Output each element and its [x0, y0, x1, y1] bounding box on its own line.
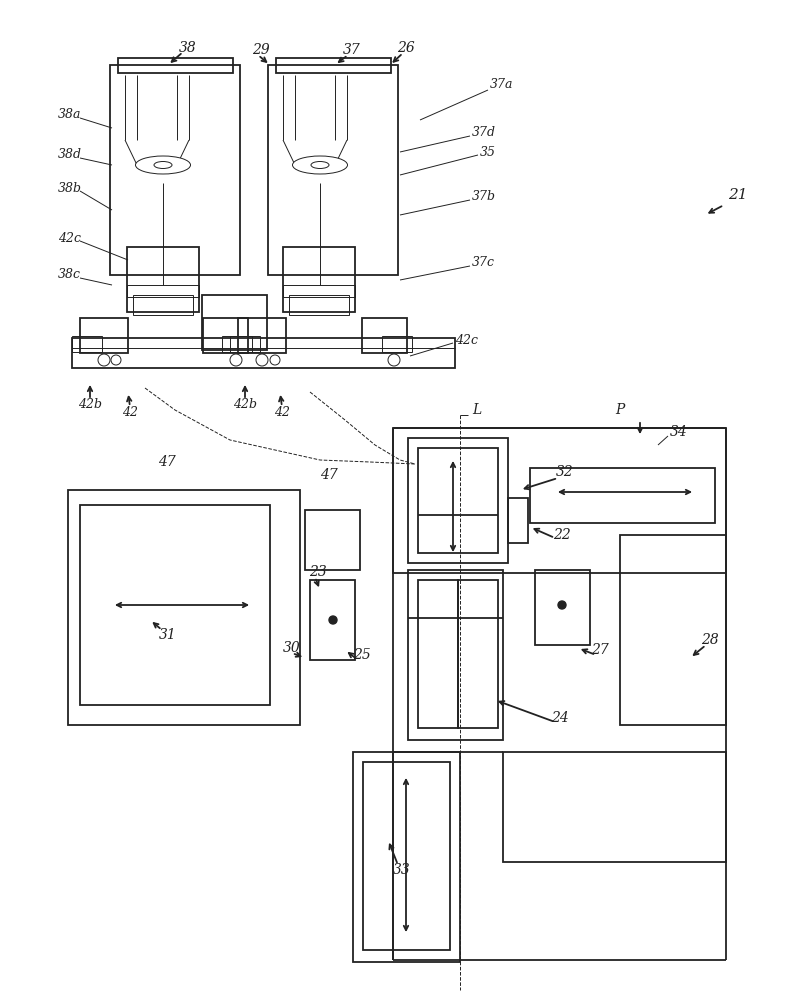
Bar: [276, 58, 391, 73]
Ellipse shape: [136, 156, 190, 174]
Text: 37c: 37c: [472, 255, 495, 268]
Bar: [118, 58, 233, 73]
Text: 42: 42: [274, 406, 290, 418]
Bar: [393, 428, 726, 573]
Text: 29: 29: [252, 43, 270, 57]
Circle shape: [111, 355, 121, 365]
Text: 22: 22: [554, 528, 571, 542]
Text: 26: 26: [397, 41, 415, 55]
Circle shape: [329, 616, 337, 624]
Bar: [202, 295, 267, 350]
Bar: [110, 65, 240, 275]
Text: 34: 34: [670, 425, 688, 439]
Bar: [203, 318, 248, 353]
Text: 35: 35: [480, 145, 496, 158]
Bar: [72, 338, 455, 368]
Ellipse shape: [293, 156, 347, 174]
Bar: [535, 570, 590, 645]
Bar: [68, 490, 300, 725]
Text: 31: 31: [159, 628, 177, 642]
Bar: [503, 752, 726, 862]
Bar: [268, 65, 398, 275]
Text: 27: 27: [591, 643, 609, 657]
Text: 38b: 38b: [58, 182, 82, 194]
Circle shape: [98, 354, 110, 366]
Bar: [127, 285, 199, 297]
Text: 47: 47: [158, 455, 176, 469]
Text: 24: 24: [551, 711, 569, 725]
Bar: [80, 318, 128, 353]
Text: 37a: 37a: [490, 79, 514, 92]
Text: 25: 25: [353, 648, 371, 662]
Bar: [289, 295, 349, 315]
Bar: [283, 285, 355, 297]
Text: 38: 38: [179, 41, 197, 55]
Bar: [408, 570, 503, 740]
Circle shape: [230, 354, 242, 366]
Text: 37: 37: [343, 43, 361, 57]
Text: 33: 33: [393, 863, 411, 877]
Text: 30: 30: [283, 641, 301, 655]
Bar: [382, 336, 412, 352]
Circle shape: [558, 601, 566, 609]
Text: 38d: 38d: [58, 148, 82, 161]
Ellipse shape: [311, 161, 329, 168]
Text: 42b: 42b: [78, 398, 102, 412]
Text: L: L: [472, 403, 481, 417]
Bar: [72, 336, 102, 352]
Text: 37d: 37d: [472, 125, 496, 138]
Ellipse shape: [154, 161, 172, 168]
Text: 42c: 42c: [455, 334, 478, 347]
Bar: [238, 318, 286, 353]
Bar: [362, 318, 407, 353]
Bar: [305, 510, 360, 570]
Bar: [363, 762, 450, 950]
Bar: [418, 580, 458, 728]
Circle shape: [270, 355, 280, 365]
Bar: [133, 295, 193, 315]
Text: 38a: 38a: [58, 108, 82, 121]
Text: 37b: 37b: [472, 190, 496, 202]
Text: 23: 23: [309, 565, 327, 579]
Text: P: P: [615, 403, 624, 417]
Bar: [418, 448, 498, 553]
Bar: [127, 247, 199, 312]
Text: 38c: 38c: [58, 268, 81, 282]
Text: 42b: 42b: [233, 398, 257, 412]
Bar: [508, 498, 528, 543]
Bar: [283, 247, 355, 312]
Text: 32: 32: [556, 465, 574, 479]
Bar: [458, 580, 498, 728]
Bar: [353, 752, 460, 962]
Bar: [530, 468, 715, 523]
Text: 47: 47: [320, 468, 338, 482]
Circle shape: [256, 354, 268, 366]
Bar: [310, 580, 355, 660]
Bar: [222, 336, 252, 352]
Bar: [620, 535, 726, 725]
Text: 28: 28: [701, 633, 719, 647]
Text: 42: 42: [122, 406, 138, 418]
Circle shape: [388, 354, 400, 366]
Text: 21: 21: [728, 188, 748, 202]
Bar: [80, 505, 270, 705]
Bar: [230, 336, 260, 352]
Text: 42c: 42c: [58, 232, 81, 244]
Bar: [408, 438, 508, 563]
